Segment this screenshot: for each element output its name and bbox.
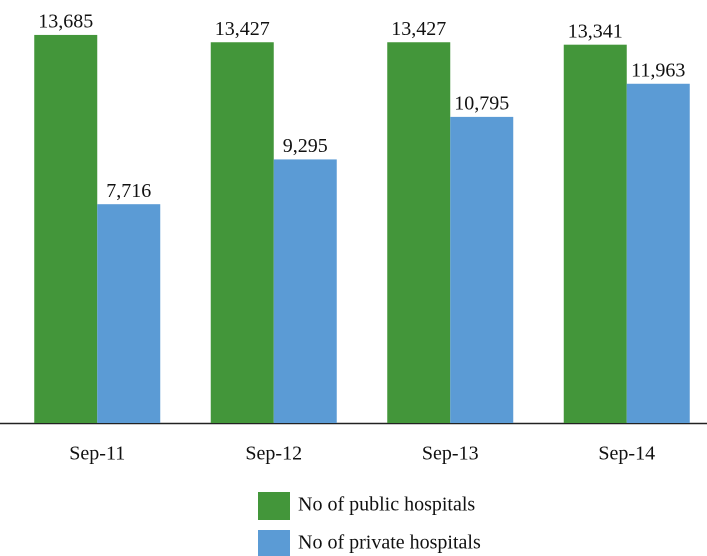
bar	[273, 159, 337, 424]
data-label: 13,427	[391, 18, 446, 40]
data-label: 13,427	[215, 18, 270, 40]
x-tick-label: Sep-13	[422, 443, 479, 465]
data-label: 10,795	[454, 92, 509, 114]
x-tick-label: Sep-14	[598, 443, 655, 465]
data-label: 7,716	[106, 180, 151, 202]
bar	[387, 42, 451, 423]
data-label: 11,963	[631, 59, 685, 81]
data-label: 9,295	[283, 135, 328, 157]
bar	[34, 34, 98, 424]
bar	[450, 116, 514, 423]
legend-label: No of public hospitals	[298, 494, 475, 516]
bar	[626, 83, 690, 424]
legend-swatch	[258, 530, 290, 556]
x-tick-label: Sep-11	[69, 443, 125, 465]
bar	[97, 204, 161, 423]
bar	[210, 42, 274, 423]
data-label: 13,341	[568, 20, 623, 42]
legend-swatch	[258, 492, 290, 520]
legend-label: No of private hospitals	[298, 532, 481, 554]
bar	[563, 44, 627, 424]
data-label: 13,685	[38, 11, 93, 33]
x-tick-label: Sep-12	[245, 443, 302, 465]
